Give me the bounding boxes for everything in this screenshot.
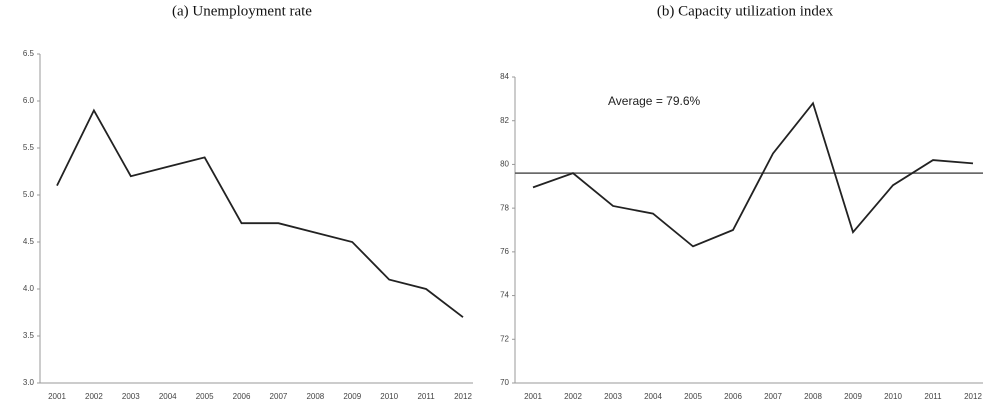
y-tick-label: 72: [500, 334, 509, 343]
x-tick-label: 2002: [85, 392, 103, 401]
x-tick-label: 2004: [159, 392, 177, 401]
x-tick-label: 2003: [122, 392, 140, 401]
chart-title: (b) Capacity utilization index: [657, 3, 834, 19]
x-tick-label: 2003: [604, 392, 622, 401]
y-tick-label: 70: [500, 378, 509, 387]
y-tick-label: 5.0: [23, 190, 35, 199]
y-tick-label: 4.5: [23, 237, 35, 246]
x-tick-label: 2010: [884, 392, 902, 401]
x-tick-label: 2008: [804, 392, 822, 401]
y-tick-label: 82: [500, 116, 509, 125]
x-tick-label: 2009: [343, 392, 361, 401]
y-tick-label: 6.5: [23, 49, 35, 58]
x-tick-label: 2007: [764, 392, 782, 401]
x-tick-label: 2004: [644, 392, 662, 401]
x-tick-label: 2008: [306, 392, 324, 401]
y-tick-label: 3.0: [23, 378, 35, 387]
y-tick-label: 84: [500, 72, 509, 81]
data-line: [532, 101, 974, 248]
y-tick-label: 3.5: [23, 331, 35, 340]
y-tick-label: 78: [500, 203, 509, 212]
x-tick-label: 2010: [380, 392, 398, 401]
y-tick-label: 76: [500, 247, 509, 256]
y-tick-label: 80: [500, 160, 509, 169]
x-tick-label: 2005: [196, 392, 214, 401]
x-tick-label: 2011: [417, 392, 435, 401]
y-tick-label: 4.0: [23, 284, 35, 293]
x-tick-label: 2007: [270, 392, 288, 401]
y-tick-label: 74: [500, 291, 509, 300]
y-tick-label: 6.0: [23, 96, 35, 105]
x-tick-label: 2001: [524, 392, 542, 401]
x-tick-label: 2001: [48, 392, 66, 401]
x-tick-label: 2006: [724, 392, 742, 401]
x-tick-label: 2011: [924, 392, 942, 401]
x-tick-label: 2012: [454, 392, 472, 401]
x-tick-label: 2009: [844, 392, 862, 401]
chart-title: (a) Unemployment rate: [172, 3, 312, 19]
x-tick-label: 2002: [564, 392, 582, 401]
x-tick-label: 2005: [684, 392, 702, 401]
x-tick-label: 2012: [964, 392, 982, 401]
average-label: Average = 79.6%: [608, 94, 701, 108]
y-tick-label: 5.5: [23, 143, 35, 152]
data-line: [56, 108, 464, 318]
x-tick-label: 2006: [233, 392, 251, 401]
